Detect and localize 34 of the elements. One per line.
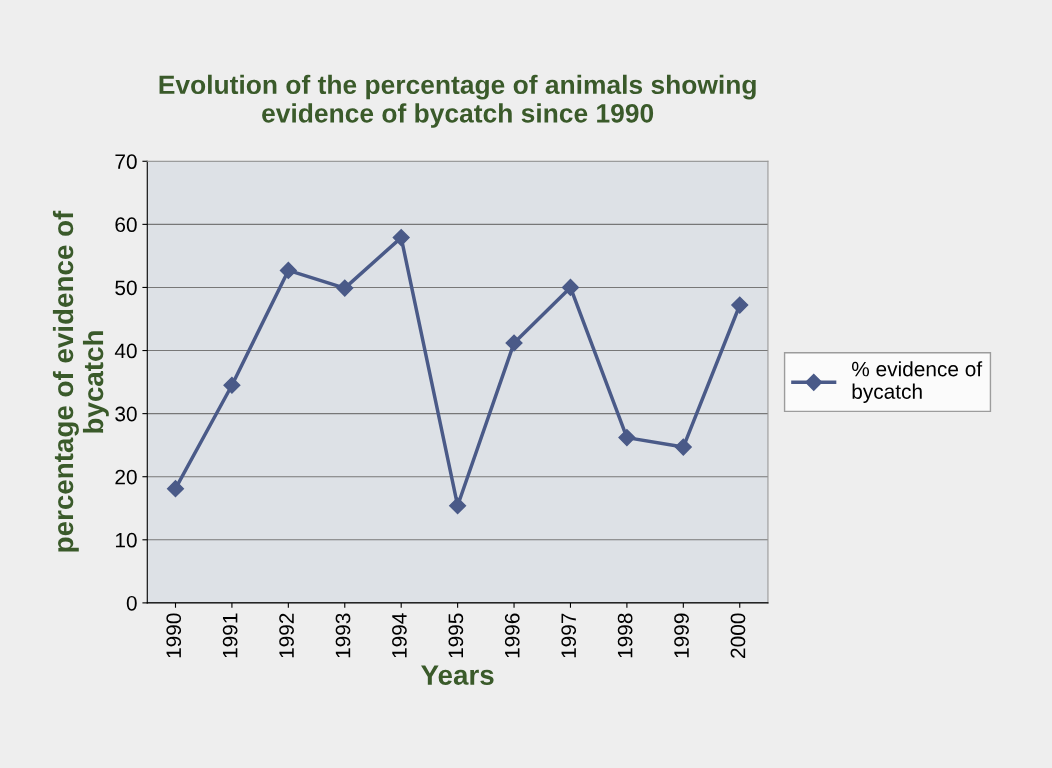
- point: [449, 497, 467, 515]
- y-tick-label: 20: [115, 469, 137, 485]
- x-tick-label: 1993: [335, 613, 351, 658]
- y-tick-label: 0: [126, 595, 137, 611]
- y-tick-label: 30: [115, 406, 137, 422]
- x-tick-label: 1990: [166, 613, 182, 658]
- x-tick-label: 2000: [730, 613, 746, 658]
- y-tick-label: 40: [114, 343, 137, 359]
- point: [279, 261, 297, 279]
- point: [223, 376, 241, 394]
- point: [561, 278, 580, 297]
- point: [674, 438, 692, 456]
- y-tick-label: 70: [115, 154, 137, 170]
- y-tick-label: 60: [115, 217, 137, 233]
- point: [392, 229, 410, 247]
- point: [505, 334, 523, 352]
- point: [166, 480, 185, 498]
- y-axis-title: percentage of evidence of bycatch: [52, 210, 109, 552]
- legend-label: % evidence of bycatch: [851, 361, 983, 404]
- y-tick-label: 50: [115, 280, 137, 296]
- x-tick-label: 1998: [617, 613, 633, 658]
- chart-title: Evolution of the percentage of animals showing evidence of bycatch since 1990: [159, 74, 756, 128]
- x-axis-title: Years: [421, 665, 494, 685]
- x-tick-label: 1995: [448, 613, 464, 658]
- x-tick-label: 1991: [222, 613, 238, 658]
- x-tick-label: 1994: [392, 613, 407, 658]
- x-tick-label: 1992: [279, 613, 294, 658]
- y-tick-label: 10: [115, 532, 137, 548]
- x-tick-label: 1997: [561, 613, 577, 658]
- point: [336, 279, 354, 297]
- x-tick-label: 1999: [674, 613, 689, 658]
- point: [618, 429, 636, 447]
- point: [731, 296, 749, 314]
- x-tick-label: 1996: [504, 613, 520, 658]
